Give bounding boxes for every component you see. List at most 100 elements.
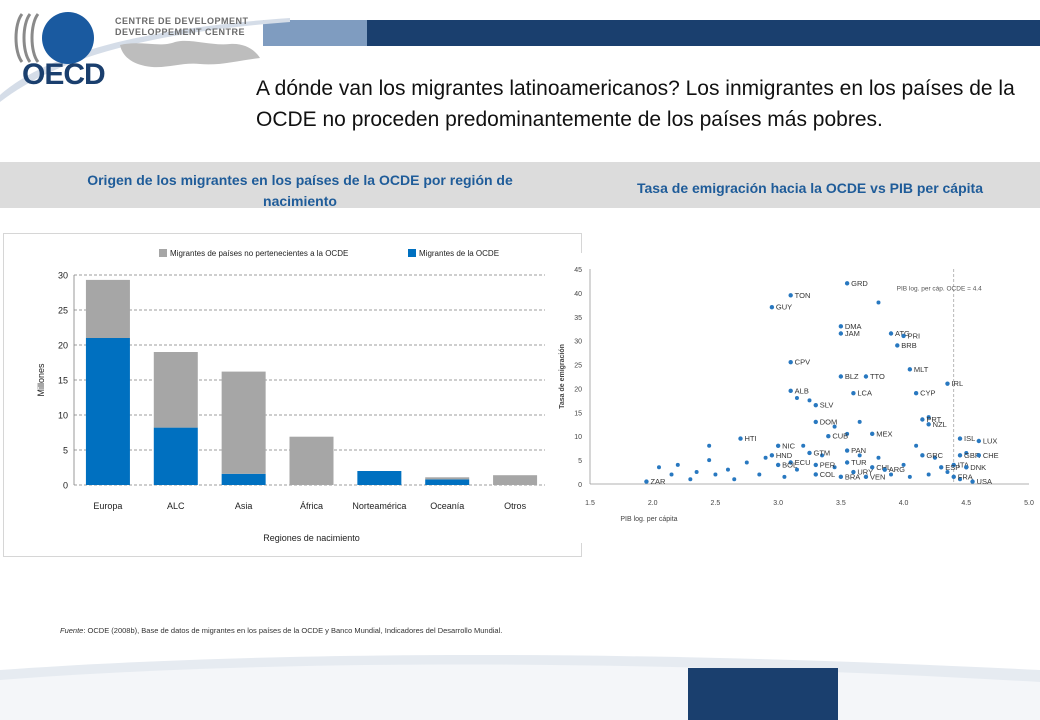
scatter-point [926, 415, 931, 420]
point-label: LUX [983, 437, 998, 446]
y-axis-label: Tasa de emigración [559, 344, 566, 409]
legend-swatch-oecd [408, 249, 416, 257]
x-tick-label: 4.0 [899, 500, 909, 507]
header-bar-mid [263, 20, 367, 46]
x-tick-label: 4.5 [961, 500, 971, 507]
point-label: ZAR [650, 477, 666, 486]
development-centre-logo: CENTRE DE DEVELOPMENT DEVELOPPEMENT CENT… [115, 16, 249, 38]
scatter-point [920, 417, 925, 422]
point-label: ITA [958, 460, 969, 469]
scatter-point [844, 281, 850, 286]
y-tick-label: 10 [58, 411, 68, 421]
point-label: USA [977, 477, 992, 486]
x-tick-label: 5.0 [1024, 500, 1034, 507]
scatter-point [826, 434, 831, 439]
point-label: DOM [820, 417, 838, 426]
point-label: ESP [945, 463, 960, 472]
scatter-point [876, 455, 881, 460]
source-text: : OCDE (2008b), Base de datos de migrant… [83, 626, 503, 635]
scatter-point [644, 479, 649, 484]
dev-centre-line-2: DEVELOPPEMENT CENTRE [115, 27, 246, 37]
scatter-point [757, 472, 762, 477]
scatter-point [970, 479, 975, 484]
scatter-point [870, 465, 875, 470]
point-label: GBR [964, 451, 981, 460]
x-tick-label: 2.0 [648, 500, 658, 507]
scatter-point [788, 293, 793, 298]
point-label: GRD [851, 279, 868, 288]
x-tick-label: Oceanía [430, 501, 464, 511]
point-label: CPV [795, 358, 810, 367]
scatter-chart: 0 5 10 15 20 25 30 35 40 45 1.5 2.0 2.5 3.0 3.5 4.0 4.5 5… [559, 267, 1034, 523]
y-tick-label: 0 [63, 481, 68, 491]
y-axis-label: Millones [36, 363, 46, 397]
scatter-point [889, 472, 894, 477]
y-tick-label: 20 [574, 386, 582, 393]
point-label: DNK [970, 463, 986, 472]
bar-non-oecd [85, 279, 130, 338]
point-label: LCA [857, 389, 872, 398]
legend-swatch-non-oecd [159, 249, 167, 257]
point-label: MLT [914, 365, 929, 374]
scatter-point [964, 450, 969, 455]
y-tick-label: 30 [58, 271, 68, 281]
point-label: JAM [845, 329, 860, 338]
x-axis-label: PIB log. per cápita [620, 516, 677, 523]
scatter-point [813, 472, 818, 477]
scatter-point [914, 443, 919, 448]
point-label: BOL [782, 460, 797, 469]
point-label: URY [857, 468, 873, 477]
y-tick-label: 45 [574, 267, 582, 274]
y-tick-label: 20 [58, 341, 68, 351]
scatter-point [838, 331, 844, 336]
bar-non-oecd [221, 371, 266, 474]
x-tick-label: Otros [504, 501, 527, 511]
source-label: Fuente [60, 626, 84, 635]
point-label: GRC [926, 451, 943, 460]
footer-swoosh [0, 654, 1040, 720]
y-tick-label: 0 [578, 482, 582, 489]
scatter-point [870, 431, 875, 437]
scatter-point [775, 462, 781, 468]
scatter-point [788, 388, 793, 394]
right-decoration [1015, 0, 1040, 20]
point-label: GTM [814, 448, 831, 457]
scatter-point [669, 472, 674, 477]
bar-oecd [153, 427, 198, 485]
scatter-point [976, 438, 982, 444]
point-label: BLZ [845, 372, 859, 381]
scatter-point [945, 470, 950, 475]
x-tick-label: 2.5 [711, 500, 721, 507]
scatter-point [907, 474, 912, 479]
y-tick-label: 30 [574, 339, 582, 346]
scatter-point [913, 391, 919, 396]
x-tick-label: Europa [93, 501, 122, 511]
scatter-point [775, 443, 781, 448]
point-label: CHE [983, 451, 999, 460]
scatter-point [901, 333, 906, 339]
point-label: ALB [795, 386, 809, 395]
header-bar-dark [367, 20, 1040, 46]
point-label: PRT [926, 415, 941, 424]
oecd-circle-icon [42, 12, 94, 64]
scatter-point [957, 453, 963, 458]
scatter-point [832, 465, 837, 470]
bar-oecd [85, 338, 130, 485]
scatter-point [939, 465, 944, 470]
oecd-logo-text: OECD [22, 58, 106, 91]
scatter-point [844, 460, 850, 465]
scatter-point [901, 462, 906, 467]
scatter-point [807, 450, 812, 456]
scatter-point [838, 474, 844, 480]
y-tick-label: 25 [58, 306, 68, 316]
scatter-point [801, 443, 806, 448]
x-axis-label: Regiones de nacimiento [263, 533, 360, 543]
scatter-point [964, 465, 969, 470]
dev-centre-line-1: CENTRE DE DEVELOPMENT [115, 16, 249, 26]
point-label: CUB [832, 432, 848, 441]
scatter-point [788, 460, 793, 465]
y-tick-label: 15 [58, 376, 68, 386]
scatter-point [744, 460, 749, 465]
scatter-point [713, 472, 718, 477]
bar-chart: 0 5 10 15 20 25 30 Europa ALC Asia África Norteamér… [36, 249, 549, 543]
